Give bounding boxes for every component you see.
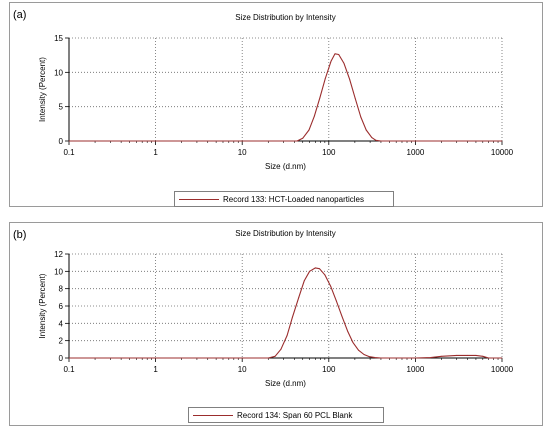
x-tick-label: 100 (322, 148, 336, 157)
y-tick-label: 4 (59, 319, 64, 328)
data-point (314, 267, 316, 269)
data-point (363, 354, 365, 356)
data-point (349, 78, 351, 80)
data-point (488, 357, 490, 359)
data-point (324, 78, 326, 80)
data-point (309, 270, 311, 272)
x-tick-label: 10 (238, 365, 247, 374)
data-point (303, 280, 305, 282)
data-point (330, 60, 332, 62)
data-point (430, 357, 432, 359)
series-line (69, 53, 502, 142)
data-point (365, 129, 367, 131)
data-point (360, 116, 362, 118)
data-point (330, 285, 332, 287)
data-point (319, 97, 321, 99)
legend: Record 133: HCT-Loaded nanoparticles (174, 191, 394, 207)
data-point (467, 354, 469, 356)
data-point (68, 140, 70, 142)
data-point (482, 355, 484, 357)
x-tick-label: 10 (238, 148, 247, 157)
y-axis-label: Intensity (Percent) (38, 57, 47, 122)
y-tick-label: 0 (59, 354, 64, 363)
x-tick-label: 0.1 (63, 365, 75, 374)
legend-entry: Record 133: HCT-Loaded nanoparticles (223, 194, 364, 204)
x-tick-label: 0.1 (63, 148, 75, 157)
x-tick-label: 10000 (491, 148, 514, 157)
data-point (338, 53, 340, 55)
y-tick-label: 15 (54, 34, 63, 43)
data-point (347, 330, 349, 332)
y-axis-label: Intensity (Percent) (38, 273, 47, 338)
legend-swatch (179, 198, 219, 200)
y-tick-label: 5 (59, 103, 64, 112)
data-point (380, 140, 382, 142)
data-point (334, 53, 336, 55)
y-tick-label: 6 (59, 302, 64, 311)
data-point (324, 274, 326, 276)
legend: Record 134: Span 60 PCL Blank (188, 407, 384, 423)
x-axis-label: Size (d.nm) (265, 162, 306, 171)
x-tick-label: 1 (153, 148, 158, 157)
data-point (375, 139, 377, 141)
data-point (274, 355, 276, 357)
data-point (440, 355, 442, 357)
data-point (68, 357, 70, 359)
data-point (501, 357, 503, 359)
y-tick-label: 10 (54, 68, 63, 77)
panel-label: (a) (13, 9, 27, 21)
data-point (371, 137, 373, 139)
data-point (286, 334, 288, 336)
y-tick-label: 10 (54, 267, 63, 276)
x-tick-label: 1000 (407, 365, 425, 374)
data-point (475, 354, 477, 356)
data-point (308, 129, 310, 131)
data-point (302, 137, 304, 139)
data-point (501, 140, 503, 142)
data-point (335, 300, 337, 302)
data-point (374, 357, 376, 359)
data-point (385, 357, 387, 359)
x-tick-label: 100 (322, 365, 336, 374)
data-point (267, 357, 269, 359)
legend-entry: Record 134: Span 60 PCL Blank (237, 410, 353, 420)
data-point (296, 140, 298, 142)
chart-panel-b: (b) Size Distribution by Intensity 0.1 1 10… (9, 222, 543, 426)
x-axis-label: Size (d.nm) (265, 379, 306, 388)
chart-title: Size Distribution by Intensity (235, 229, 336, 238)
data-point (291, 316, 293, 318)
x-tick-label: 10000 (491, 365, 514, 374)
y-tick-label: 12 (54, 250, 63, 259)
y-tick-label: 8 (59, 285, 64, 294)
x-tick-label: 1000 (407, 148, 425, 157)
y-tick-label: 2 (59, 337, 64, 346)
chart-title: Size Distribution by Intensity (235, 13, 336, 22)
panel-label: (b) (13, 229, 27, 241)
data-point (318, 268, 320, 270)
y-tick-label: 0 (59, 137, 64, 146)
series-line (69, 267, 502, 359)
data-point (456, 354, 458, 356)
data-point (368, 356, 370, 358)
data-point (354, 97, 356, 99)
data-point (343, 62, 345, 64)
data-point (352, 341, 354, 343)
data-point (414, 357, 416, 359)
legend-swatch (193, 414, 233, 416)
x-tick-label: 1 (153, 365, 158, 374)
data-point (298, 296, 300, 298)
data-point (357, 349, 359, 351)
data-point (313, 115, 315, 117)
data-point (380, 357, 382, 359)
data-point (280, 348, 282, 350)
data-point (341, 315, 343, 317)
chart-panel-a: (a) Size Distribution by Intensity 0.1 1 10… (9, 2, 543, 207)
